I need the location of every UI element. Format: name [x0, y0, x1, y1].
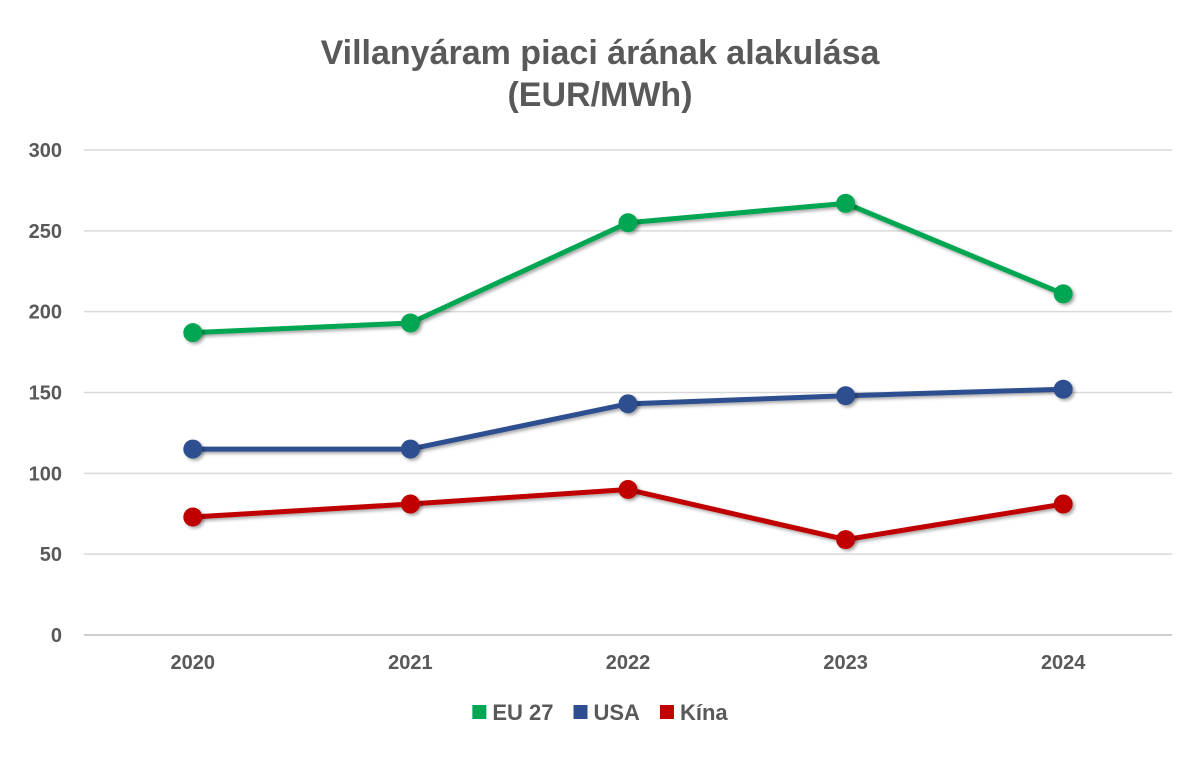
legend-swatch	[573, 705, 588, 719]
x-axis-ticks: 2020 2021 2022 2023 2024	[171, 652, 1087, 674]
data-point	[1053, 284, 1073, 304]
y-tick-label: 50	[40, 544, 62, 566]
data-point	[183, 439, 203, 459]
legend-swatch	[659, 705, 674, 719]
data-point	[618, 394, 638, 414]
y-tick-label: 100	[29, 463, 62, 485]
data-point	[400, 313, 420, 333]
data-point	[836, 193, 856, 213]
chart-subtitle: (EUR/MWh)	[507, 76, 692, 114]
legend-swatch	[472, 705, 487, 719]
data-point	[618, 480, 638, 499]
legend-label: USA	[594, 700, 641, 725]
y-tick-label: 150	[29, 383, 62, 405]
chart-title: Villanyáram piaci árának alakulása	[321, 34, 881, 72]
series-group	[183, 193, 1073, 343]
y-axis-ticks: 0 50 100 150 200 250 300	[29, 140, 62, 647]
data-point	[618, 213, 638, 233]
data-point	[836, 530, 856, 550]
data-point	[836, 386, 856, 406]
x-tick-label: 2023	[823, 652, 868, 674]
series	[183, 193, 1073, 550]
legend: EU 27 USA Kína	[472, 700, 728, 725]
x-tick-label: 2020	[171, 652, 216, 674]
series-group	[183, 480, 1073, 550]
y-tick-label: 200	[29, 302, 62, 324]
data-point	[183, 323, 203, 343]
legend-item: USA	[573, 700, 641, 725]
data-point	[400, 494, 420, 514]
data-point	[1053, 494, 1073, 514]
y-tick-label: 300	[29, 140, 62, 162]
legend-item: Kína	[659, 700, 728, 725]
data-point	[1053, 379, 1073, 399]
y-tick-label: 250	[29, 221, 62, 243]
series-group	[183, 379, 1073, 459]
data-point	[183, 507, 203, 527]
legend-label: EU 27	[492, 700, 553, 725]
x-tick-label: 2022	[606, 652, 651, 674]
legend-item: EU 27	[472, 700, 554, 725]
x-tick-label: 2024	[1041, 652, 1086, 674]
data-point	[400, 439, 420, 459]
legend-label: Kína	[680, 700, 728, 725]
x-tick-label: 2021	[388, 652, 433, 674]
y-tick-label: 0	[51, 625, 62, 647]
